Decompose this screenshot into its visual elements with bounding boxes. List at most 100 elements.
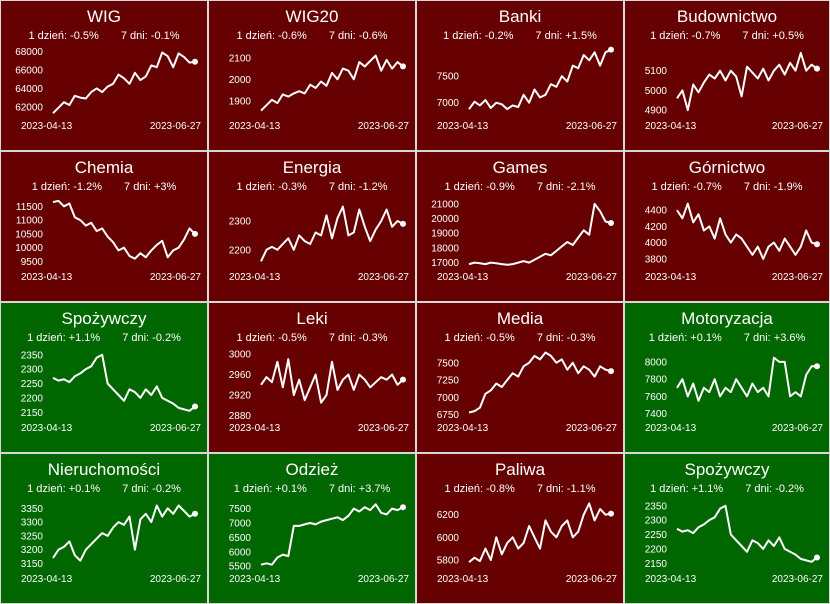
y-tick-label: 7500 — [437, 72, 460, 83]
x-end-label: 2023-06-27 — [358, 574, 410, 585]
y-tick-label: 2880 — [229, 411, 252, 422]
last-value-marker — [608, 219, 614, 226]
chart-stats: 1 dzień: -0.3% 7 dni: -1.2% — [209, 181, 415, 193]
stat-7-days: 7 dni: +1.5% — [535, 30, 597, 42]
stat-7-days: 7 dni: -0.2% — [745, 483, 804, 495]
chart-stats: 1 dzień: +1.1% 7 dni: -0.2% — [625, 483, 829, 495]
stat-7-days: 7 dni: -0.6% — [328, 30, 388, 42]
stat-1-day: 1 dzień: -0.3% — [236, 181, 307, 193]
line-chart-svg: 9500 10000 10500 11000 11500 2023-04-13 2023-0… — [15, 199, 202, 283]
last-value-marker — [400, 63, 406, 70]
stat-1-day: 1 dzień: +0.1% — [233, 483, 307, 495]
last-value-marker — [814, 554, 820, 561]
y-tick-label: 2250 — [21, 379, 44, 390]
chart-title: Media — [496, 309, 544, 328]
last-value-marker — [814, 65, 820, 72]
chart-stats: 1 dzień: -0.5% 7 dni: -0.1% — [1, 30, 207, 42]
last-value-marker — [608, 368, 614, 375]
y-tick-label: 5500 — [229, 562, 252, 573]
y-tick-label: 3800 — [645, 254, 668, 265]
chart-stats: 1 dzień: -0.9% 7 dni: -2.1% — [417, 181, 623, 193]
x-start-label: 2023-04-13 — [229, 272, 281, 283]
chart-stats: 1 dzień: -0.2% 7 dni: +1.5% — [417, 30, 623, 42]
x-start-label: 2023-04-13 — [645, 423, 697, 434]
series-line — [260, 358, 404, 404]
chart-title: Leki — [296, 309, 328, 328]
chart-stats: 1 dzień: -0.7% 7 dni: -1.9% — [625, 181, 829, 193]
last-value-marker — [192, 510, 198, 517]
line-chart-svg: 7000 7500 2023-04-13 2023-06-27 — [437, 46, 618, 132]
x-end-label: 2023-06-27 — [150, 121, 202, 132]
x-end-label: 2023-06-27 — [566, 574, 618, 585]
series-line — [260, 205, 404, 262]
y-tick-label: 62000 — [15, 102, 43, 113]
stat-7-days: 7 dni: -1.9% — [743, 181, 803, 193]
line-chart-svg: 6750 7000 7250 7500 2023-04-13 2023-06-27 — [437, 351, 617, 434]
stat-1-day: 1 dzień: -0.9% — [444, 181, 515, 193]
x-end-label: 2023-06-27 — [566, 121, 618, 132]
y-tick-label: 2350 — [21, 350, 44, 361]
line-chart-svg: 5500 6000 6500 7000 7500 2023-04-13 2023-06-27 — [229, 503, 410, 585]
stat-7-days: 7 dni: -1.2% — [328, 181, 388, 193]
chart-panel-games-6: Games 1 dzień: -0.9% 7 dni: -2.1% 17000 1800… — [416, 151, 624, 302]
y-tick-label: 19000 — [431, 229, 459, 240]
y-tick-label: 2250 — [645, 530, 668, 541]
series-line — [260, 503, 404, 566]
chart-stats: 1 dzień: -0.7% 7 dni: +0.5% — [625, 30, 829, 42]
chart-stats: 1 dzień: +0.1% 7 dni: +3.7% — [209, 483, 415, 495]
y-tick-label: 10000 — [15, 243, 43, 254]
series-line — [52, 504, 196, 562]
x-end-label: 2023-06-27 — [150, 423, 202, 434]
x-start-label: 2023-04-13 — [21, 272, 73, 283]
stat-7-days: 7 dni: -0.2% — [122, 483, 181, 495]
line-chart-svg: 3800 4000 4200 4400 2023-04-13 2023-06-27 — [645, 202, 824, 283]
chart-stats: 1 dzień: -1.2% 7 dni: +3% — [1, 181, 207, 193]
y-tick-label: 2300 — [229, 217, 252, 228]
chart-stats: 1 dzień: -0.8% 7 dni: -1.1% — [417, 483, 623, 495]
chart-panel-gornictwo-7: Górnictwo 1 dzień: -0.7% 7 dni: -1.9% 3800 4… — [624, 151, 830, 302]
chart-panel-chemia-4: Chemia 1 dzień: -1.2% 7 dni: +3% 9500 10000 1… — [0, 151, 208, 302]
x-end-label: 2023-06-27 — [772, 272, 824, 283]
y-tick-label: 68000 — [15, 47, 43, 58]
stat-1-day: 1 dzień: -0.2% — [443, 30, 514, 42]
chart-panel-banki-2: Banki 1 dzień: -0.2% 7 dni: +1.5% 7000 7500 2… — [416, 0, 624, 151]
chart-title: Energia — [282, 158, 342, 177]
line-chart-svg: 7400 7600 7800 8000 2023-04-13 2023-06-27 — [645, 356, 823, 434]
stat-1-day: 1 dzień: -0.8% — [444, 483, 515, 495]
x-end-label: 2023-06-27 — [358, 121, 410, 132]
y-tick-label: 4200 — [645, 222, 668, 233]
series-line — [676, 202, 818, 260]
x-start-label: 2023-04-13 — [437, 121, 489, 132]
chart-panel-paliwa-14: Paliwa 1 dzień: -0.8% 7 dni: -1.1% 5800 6000… — [416, 453, 624, 604]
stat-7-days: 7 dni: -1.1% — [536, 483, 596, 495]
x-start-label: 2023-04-13 — [229, 423, 281, 434]
x-start-label: 2023-04-13 — [645, 272, 697, 283]
y-tick-label: 2920 — [229, 391, 252, 402]
series-line — [260, 54, 404, 112]
chart-stats: 1 dzień: +0.1% 7 dni: -0.2% — [1, 483, 207, 495]
series-line — [468, 351, 612, 414]
y-tick-label: 2200 — [21, 393, 44, 404]
last-value-marker — [192, 58, 198, 65]
x-end-label: 2023-06-27 — [150, 272, 202, 283]
chart-title: Spożywczy — [684, 460, 770, 479]
chart-title: Motoryzacja — [681, 309, 773, 328]
y-tick-label: 7000 — [437, 393, 460, 404]
series-line — [52, 199, 196, 260]
y-tick-label: 7400 — [645, 409, 668, 420]
y-tick-label: 20000 — [431, 214, 459, 225]
series-line — [676, 504, 818, 563]
y-tick-label: 11000 — [16, 216, 44, 227]
chart-title: Spożywczy — [61, 309, 147, 328]
chart-panel-energia-5: Energia 1 dzień: -0.3% 7 dni: -1.2% 2200 230… — [208, 151, 416, 302]
y-tick-label: 7250 — [437, 376, 460, 387]
chart-title: WIG20 — [285, 7, 339, 26]
y-tick-label: 18000 — [431, 243, 459, 254]
line-chart-svg: 62000 64000 66000 68000 2023-04-13 2023-06-27 — [15, 47, 202, 132]
y-tick-label: 17000 — [431, 258, 459, 269]
x-end-label: 2023-06-27 — [150, 574, 202, 585]
y-tick-label: 21000 — [431, 199, 459, 210]
chart-stats: 1 dzień: -0.5% 7 dni: -0.3% — [209, 332, 415, 344]
y-tick-label: 5100 — [645, 66, 668, 77]
